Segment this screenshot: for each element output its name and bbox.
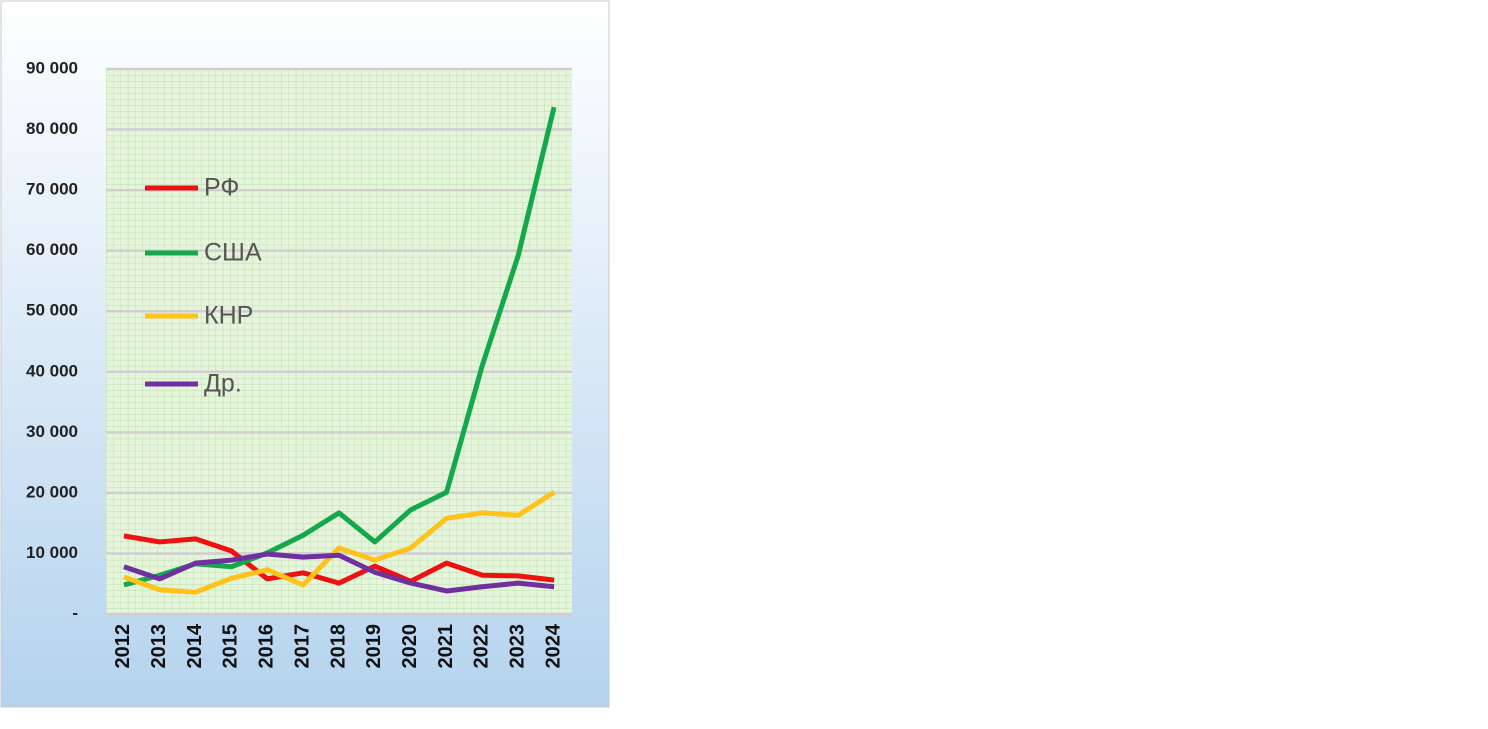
x-tick-label: 2020 <box>399 624 421 669</box>
y-tick-label: 80 000 <box>26 119 78 138</box>
legend-label: РФ <box>204 174 239 202</box>
y-tick-label: 40 000 <box>26 361 78 380</box>
legend-label: КНР <box>204 302 253 330</box>
x-tick-label: 2019 <box>363 624 385 669</box>
plot-area <box>106 69 572 614</box>
y-tick-label: 90 000 <box>26 58 78 77</box>
x-tick-label: 2022 <box>471 624 493 669</box>
x-tick-label: 2013 <box>148 624 170 669</box>
x-tick-label: 2012 <box>112 624 134 669</box>
series-line <box>123 490 556 595</box>
series-line <box>123 551 555 594</box>
x-tick-label: 2024 <box>542 623 564 668</box>
series-line <box>123 533 555 586</box>
y-tick-label: 50 000 <box>26 301 78 320</box>
x-tick-label: 2014 <box>184 623 206 668</box>
y-tick-label: 70 000 <box>26 180 78 199</box>
y-tick-label: 20 000 <box>26 482 78 501</box>
legend-label: Др. <box>204 370 242 398</box>
y-tick-label: 60 000 <box>26 240 78 259</box>
x-tick-label: 2018 <box>327 624 349 669</box>
y-tick-label: 30 000 <box>26 422 78 441</box>
x-tick-label: 2021 <box>435 624 457 669</box>
x-tick-label: 2016 <box>256 624 278 669</box>
legend-label: США <box>204 239 262 267</box>
y-tick-label: - <box>72 603 78 622</box>
x-tick-label: 2015 <box>220 624 242 669</box>
x-tick-label: 2017 <box>291 624 313 669</box>
x-tick-label: 2023 <box>507 624 529 669</box>
y-tick-label: 10 000 <box>26 543 78 562</box>
